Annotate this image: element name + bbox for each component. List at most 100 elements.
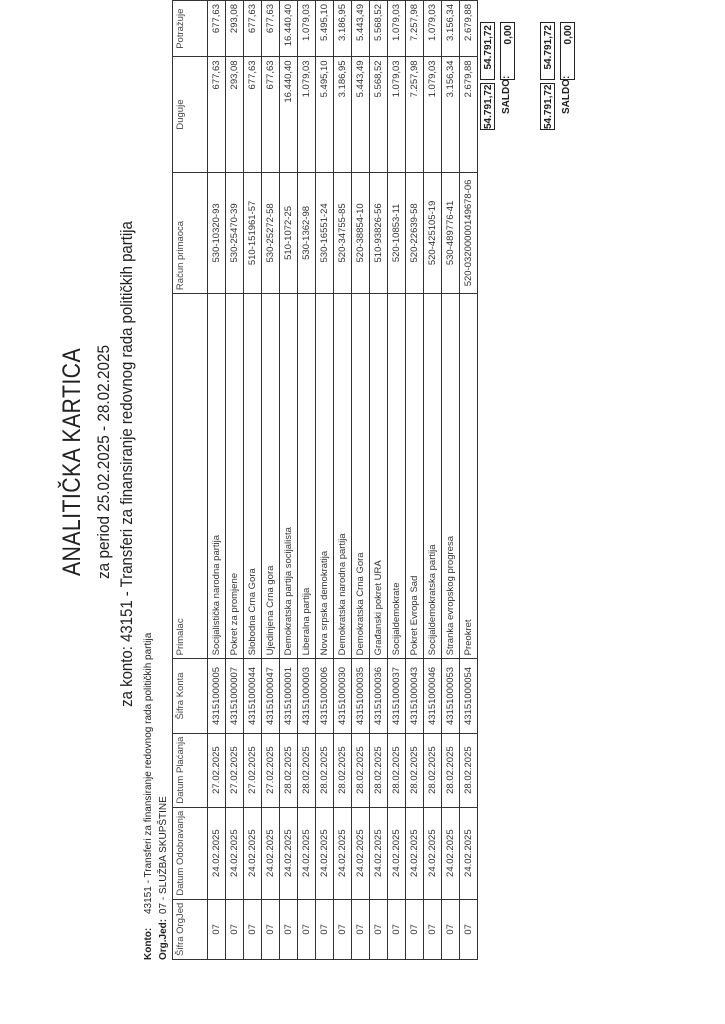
table-cell: 28.02.2025 [423, 733, 442, 808]
table-cell: 1.079,03 [423, 56, 442, 173]
table-cell: 28.02.2025 [459, 733, 478, 808]
table-cell: 530-489776-41 [441, 172, 460, 294]
table-cell: 28.02.2025 [351, 733, 370, 808]
table-cell: 43151000035 [351, 658, 370, 734]
table-cell: 24.02.2025 [459, 807, 478, 900]
column-header: Primalac [172, 293, 208, 659]
table-cell: 07 [315, 899, 334, 960]
table-cell: 07 [225, 899, 244, 960]
table-cell: 07 [369, 899, 388, 960]
table-cell: 24.02.2025 [261, 807, 280, 900]
table-cell: 7.257,98 [405, 0, 424, 57]
table-cell: Ujedinjena Crna gora [261, 293, 280, 659]
table-row: 07 24.02.2025 27.02.2025 43151000007 Pokret … [225, 0, 244, 960]
table-cell: 24.02.2025 [297, 807, 316, 900]
table-cell: 3.156,34 [441, 56, 460, 173]
saldo-label-2: SALDO: [561, 75, 572, 114]
table-cell: 07 [333, 899, 352, 960]
table-row: 07 24.02.2025 28.02.2025 43151000054 Preokre… [459, 0, 478, 960]
orgjed-value: 07 - SLUŽBA SKUPŠTINE [158, 796, 169, 914]
table-cell: 520-34755-85 [333, 172, 352, 294]
table-cell: 530-10320-93 [207, 172, 226, 294]
table-cell: 677,63 [243, 0, 262, 57]
table-cell: 3.186,95 [333, 56, 352, 173]
table-cell: 1.079,03 [387, 56, 406, 173]
table-cell: Stranka evropskog progresa [441, 293, 460, 659]
table-cell: Građanski pokret URA [369, 293, 388, 659]
table-cell: Socijaldemokratska partija [423, 293, 442, 659]
table-cell: 520-03200000149678-06 [459, 172, 478, 294]
table-cell: 07 [351, 899, 370, 960]
table-cell: 520-425105-19 [423, 172, 442, 294]
table-cell: 530-16551-24 [315, 172, 334, 294]
orgjed-line: Org.Jed: 07 - SLUŽBA SKUPŠTINE [158, 796, 169, 960]
table-cell: 24.02.2025 [423, 807, 442, 900]
table-cell: 520-22639-58 [405, 172, 424, 294]
table-row: 07 24.02.2025 28.02.2025 43151000037 Socijal… [387, 0, 406, 960]
table-cell: 677,63 [243, 56, 262, 173]
table-cell: Socijalistička narodna partija [207, 293, 226, 659]
table-cell: 28.02.2025 [441, 733, 460, 808]
saldo-value-2: 0,00 [560, 22, 575, 80]
table-cell: 677,63 [207, 0, 226, 57]
table-cell: 43151000053 [441, 658, 460, 734]
table-cell: 43151000007 [225, 658, 244, 734]
table-cell: 28.02.2025 [369, 733, 388, 808]
table-row: 07 24.02.2025 28.02.2025 43151000001 Demokra… [279, 0, 298, 960]
konto-subtitle: za konto: 43151 - Transferi za finansira… [117, 221, 136, 707]
table-cell: 16.440,40 [279, 56, 298, 173]
table-row: 07 24.02.2025 28.02.2025 43151000030 Demokra… [333, 0, 352, 960]
table-cell: 2.679,88 [459, 56, 478, 173]
table-cell: 24.02.2025 [279, 807, 298, 900]
total-potrazuje-1: 54.791,72 [480, 22, 495, 80]
table-cell: 530-1362-98 [297, 172, 316, 294]
table-cell: 07 [441, 899, 460, 960]
total-potrazuje-2: 54.791,72 [540, 22, 555, 80]
table-cell: Socijaldemokrate [387, 293, 406, 659]
table-row: 07 24.02.2025 28.02.2025 43151000035 Demokra… [351, 0, 370, 960]
table-row: 07 24.02.2025 28.02.2025 43151000006 Nova sr… [315, 0, 334, 960]
table-cell: 43151000054 [459, 658, 478, 734]
column-header: Račun primaoca [172, 172, 208, 294]
table-row: 07 24.02.2025 28.02.2025 43151000036 Građans… [369, 0, 388, 960]
column-header: Šifra OrgJed [172, 899, 208, 960]
column-header: Potražuje [172, 0, 208, 57]
table-cell: 520-10853-11 [387, 172, 406, 294]
table-cell: 24.02.2025 [225, 807, 244, 900]
table-cell: 27.02.2025 [225, 733, 244, 808]
column-header: Duguje [172, 56, 208, 173]
table-cell: 28.02.2025 [297, 733, 316, 808]
table-cell: 5.443,49 [351, 0, 370, 57]
table-cell: 293,08 [225, 0, 244, 57]
table-cell: 07 [297, 899, 316, 960]
document-title: ANALITIČKA KARTICA [58, 347, 86, 577]
table-cell: 677,63 [207, 56, 226, 173]
table-cell: 677,63 [261, 56, 280, 173]
table-cell: 5.568,52 [369, 0, 388, 57]
table-cell: 5.495,10 [315, 56, 334, 173]
total-duguje-1: 54.791,72 [480, 83, 495, 130]
table-cell: 07 [387, 899, 406, 960]
column-header: Datum Plaćanja [172, 733, 208, 808]
table-cell: 27.02.2025 [207, 733, 226, 808]
table-row: 07 24.02.2025 27.02.2025 43151000047 Ujedinj… [261, 0, 280, 960]
table-cell: 43151000005 [207, 658, 226, 734]
table-cell: 5.443,49 [351, 56, 370, 173]
table-cell: 27.02.2025 [243, 733, 262, 808]
table-cell: 43151000030 [333, 658, 352, 734]
table-cell: 510-151961-57 [243, 172, 262, 294]
table-cell: 5.495,10 [315, 0, 334, 57]
table-cell: 43151000037 [387, 658, 406, 734]
table-cell: Pokret Evropa Sad [405, 293, 424, 659]
table-cell: 1.079,03 [297, 0, 316, 57]
table-cell: 530-25470-39 [225, 172, 244, 294]
table-cell: 24.02.2025 [315, 807, 334, 900]
table-cell: 43151000036 [369, 658, 388, 734]
saldo-label-1: SALDO: [501, 75, 512, 114]
total-duguje-2: 54.791,72 [540, 83, 555, 130]
table-cell: Demokratska narodna partija [333, 293, 352, 659]
table-cell: 3.156,34 [441, 0, 460, 57]
table-cell: Pokret za promjene [225, 293, 244, 659]
table-cell: 24.02.2025 [405, 807, 424, 900]
table-cell: Demokratska Crna Gora [351, 293, 370, 659]
